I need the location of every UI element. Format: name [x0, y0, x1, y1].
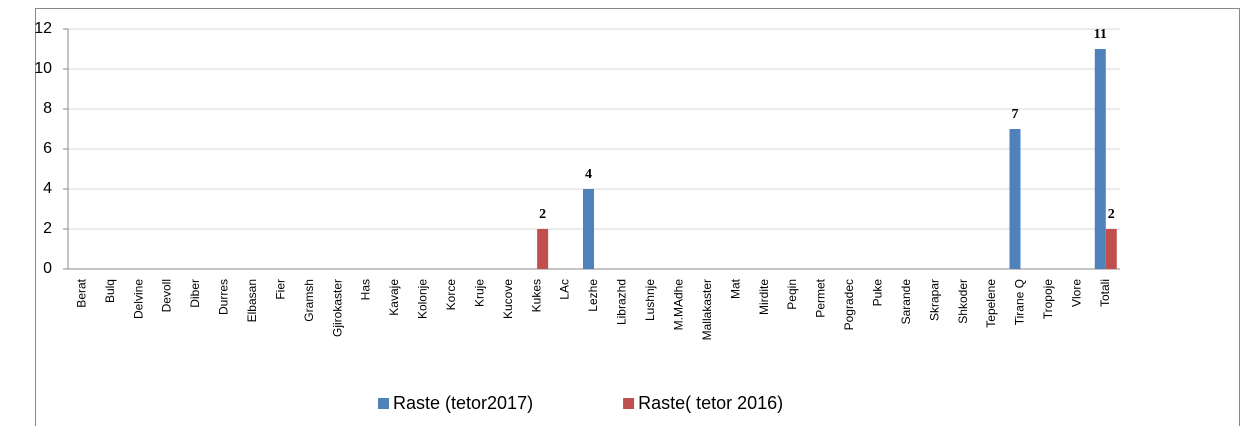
- data-label: 7: [1011, 107, 1018, 122]
- y-tick-label: 0: [43, 260, 52, 277]
- x-tick-label: Bulq: [103, 279, 117, 303]
- x-tick-label: Librazhd: [615, 279, 629, 325]
- x-tick-label: Lushnje: [643, 279, 657, 321]
- x-tick-label: Permet: [814, 278, 828, 317]
- x-tick-label: Sarande: [899, 279, 913, 325]
- x-tick-label: Mallakaster: [700, 279, 714, 340]
- legend-swatch: [623, 398, 635, 409]
- x-tick-label: Elbasan: [245, 279, 259, 322]
- x-tick-label: Vlore: [1070, 279, 1084, 307]
- data-label: 2: [539, 207, 546, 222]
- x-tick-label: Delvine: [131, 279, 145, 319]
- x-tick-label: Shkoder: [956, 279, 970, 324]
- x-tick-label: Gjirokaster: [330, 279, 344, 337]
- x-tick-label: Kavaje: [387, 279, 401, 316]
- y-tick-label: 4: [43, 180, 52, 197]
- x-tick-label: Korce: [444, 279, 458, 311]
- chart-frame: [35, 8, 1240, 426]
- data-label: 2: [1108, 207, 1115, 222]
- x-tick-label: Kucove: [501, 279, 515, 319]
- legend-label: Raste (tetor2017): [393, 393, 533, 413]
- x-tick-label: Berat: [74, 278, 88, 307]
- x-tick-label: Lezhe: [586, 279, 600, 312]
- bar: [537, 229, 549, 269]
- x-tick-label: Kolonje: [416, 279, 430, 319]
- x-tick-label: LAc: [558, 279, 572, 300]
- x-tick-label: Peqin: [785, 279, 799, 310]
- bar: [1009, 129, 1021, 269]
- x-tick-label: Has: [359, 279, 373, 300]
- data-label: 4: [585, 167, 592, 182]
- x-tick-label: M.MAdhe: [671, 279, 685, 331]
- x-tick-label: Tropoje: [1041, 279, 1055, 320]
- x-tick-label: Gramsh: [302, 279, 316, 322]
- y-tick-label: 10: [34, 60, 52, 77]
- x-tick-label: Mat: [728, 278, 742, 299]
- y-tick-label: 8: [43, 100, 52, 117]
- x-tick-label: Diber: [188, 279, 202, 308]
- x-tick-label: Fier: [273, 279, 287, 300]
- data-label: 11: [1094, 27, 1107, 42]
- x-tick-label: Kukes: [529, 279, 543, 312]
- x-tick-label: Totali: [1098, 279, 1112, 307]
- x-tick-label: Kruje: [472, 279, 486, 307]
- y-tick-label: 2: [43, 220, 52, 237]
- bar: [1094, 49, 1106, 269]
- y-tick-label: 6: [43, 140, 52, 157]
- legend-swatch: [378, 398, 389, 409]
- bar: [583, 189, 594, 269]
- x-tick-label: Durres: [217, 279, 231, 315]
- legend-label: Raste( tetor 2016): [638, 393, 783, 413]
- bar: [1105, 229, 1117, 269]
- x-tick-label: Puke: [870, 279, 884, 307]
- x-tick-label: Skrapar: [927, 279, 941, 321]
- y-tick-label: 12: [34, 20, 52, 37]
- x-tick-label: Tepelene: [984, 279, 998, 328]
- x-tick-label: Mirdite: [757, 279, 771, 315]
- x-tick-label: Devoll: [160, 279, 174, 312]
- x-tick-label: Tirane Q: [1013, 279, 1027, 325]
- x-tick-label: Pogradec: [842, 279, 856, 330]
